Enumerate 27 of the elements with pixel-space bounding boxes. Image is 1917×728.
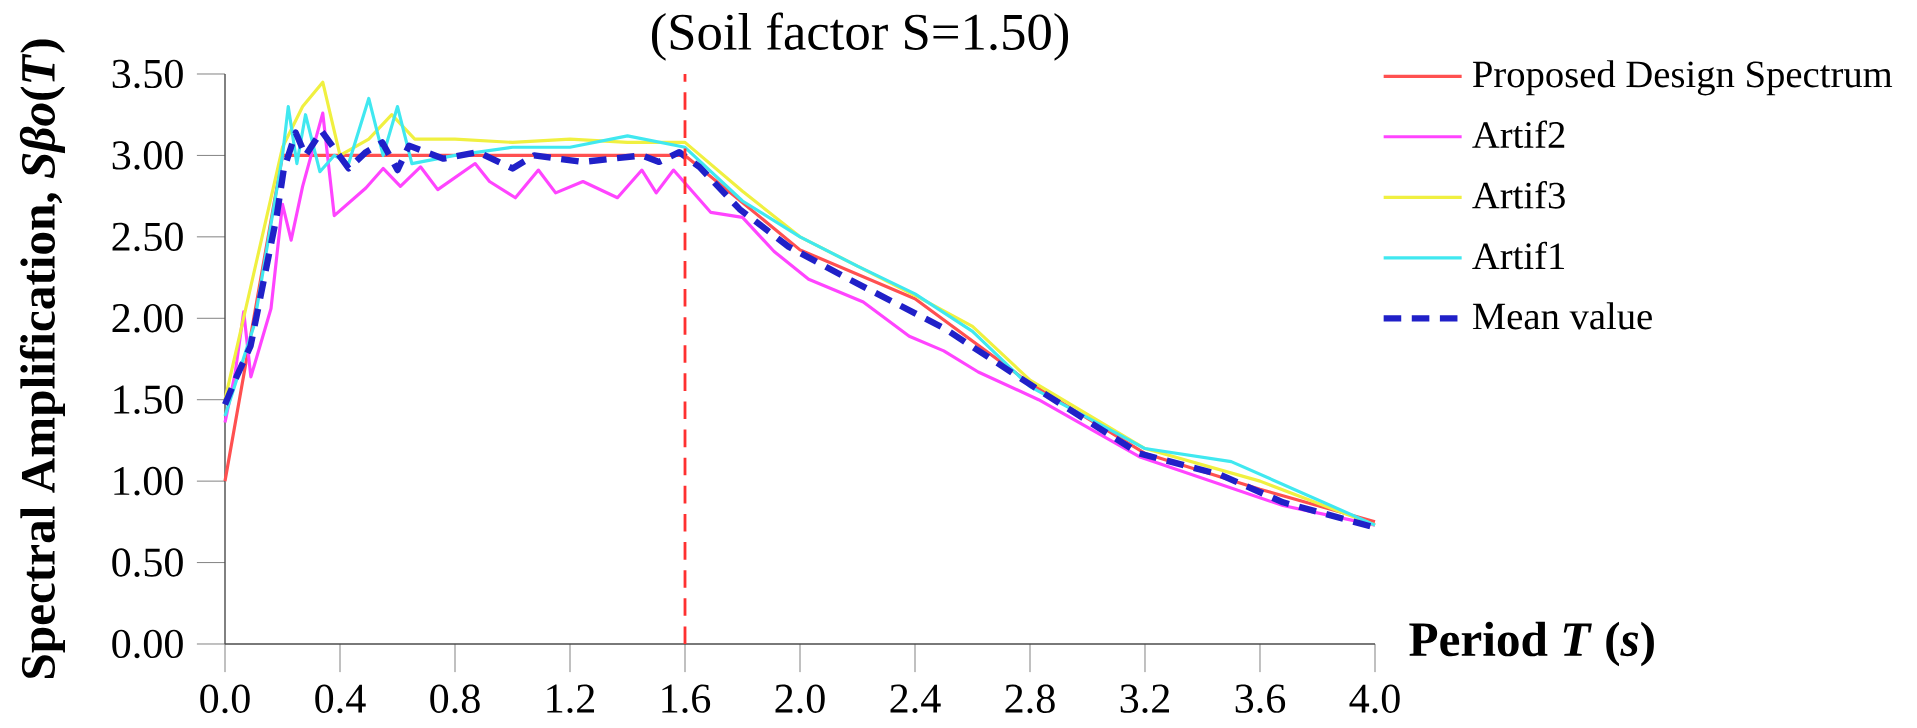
legend-label: Proposed Design Spectrum (1472, 60, 1893, 96)
legend-label: Artif2 (1472, 120, 1565, 149)
y-tick-label: 1.00 (114, 466, 183, 496)
legend-label: Mean value (1472, 302, 1652, 330)
x-tick-label: 3.6 (1235, 684, 1286, 714)
y-tick-label: 2.00 (112, 303, 183, 333)
y-tick-label: 2.50 (112, 222, 183, 252)
x-tick-label: 0.0 (200, 684, 250, 714)
x-tick-label: 0.8 (430, 684, 480, 714)
x-tick-label: 2.8 (1005, 684, 1055, 714)
x-tick-label: 3.2 (1120, 684, 1170, 714)
y-tick-label: 0.00 (112, 629, 183, 659)
x-tick-label: 4.0 (1349, 684, 1400, 714)
y-tick-label: 0.50 (112, 548, 183, 577)
chart-title: (Soil factor S=1.50) (651, 12, 1069, 61)
text: Period T (s) (1409, 621, 1654, 667)
legend-label: Artif1 (1472, 241, 1564, 270)
x-tick-label: 0.4 (315, 684, 366, 714)
x-tick-label: 2.4 (890, 684, 941, 714)
x-tick-label: 1.6 (662, 684, 711, 714)
y-tick-label: 3.00 (112, 141, 183, 170)
text: Spectral Amplification, Sβo(T) (19, 39, 65, 678)
x-tick-label: 1.2 (547, 684, 595, 714)
y-tick-label: 3.50 (112, 59, 183, 89)
x-tick-label: 2.0 (775, 684, 825, 714)
legend-label: Artif3 (1472, 181, 1565, 209)
y-tick-label: 1.50 (114, 385, 183, 415)
